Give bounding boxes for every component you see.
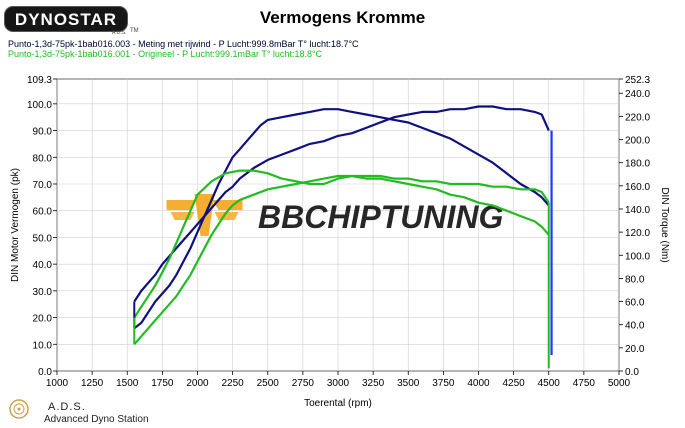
footer-title: A.D.S. [48,401,86,413]
logo-trademark: TM [130,28,139,34]
y-left-axis-label: DIN Motor Vermogen (pk) [10,168,21,282]
x-tick-label: 2000 [186,378,209,389]
y-left-tick-label: 60.0 [33,207,53,218]
x-tick-label: 2250 [222,378,245,389]
footer-subtitle: Advanced Dyno Station [44,414,149,425]
y-right-tick-label: 220.0 [625,112,650,123]
y-left-tick-label: 50.0 [33,233,53,244]
logo-text: DYNOSTAR [14,10,118,29]
y-right-tick-label: 0.0 [625,367,639,378]
y-right-tick-label: 40.0 [625,321,645,332]
run-label-tuned: Punto-1,3d-75pk-1bab016.003 - Meting met… [8,39,359,49]
x-tick-label: 5000 [608,378,631,389]
x-tick-label: 1750 [151,378,174,389]
y-right-tick-label: 120.0 [625,228,650,239]
x-axis-label: Toerental (rpm) [304,398,372,409]
y-right-tick-label: 140.0 [625,205,650,216]
y-right-axis-label: DIN Torque (Nm) [659,187,670,262]
y-right-tick-label: 160.0 [625,182,650,193]
y-left-tick-label: 0.0 [38,367,52,378]
x-tick-label: 4750 [573,378,596,389]
x-tick-label: 2500 [257,378,280,389]
series-line-tuned-0 [133,108,550,330]
x-tick-label: 3750 [432,378,455,389]
run-label-original: Punto-1,3d-75pk-1bab016.001 - Origineel … [8,49,323,59]
x-tick-label: 2750 [292,378,315,389]
y-right-tick-label: 240.0 [625,89,650,100]
y-right-tick-label: 180.0 [625,159,650,170]
y-left-tick-label: 90.0 [33,127,53,138]
chart-title: Vermogens Kromme [259,8,426,27]
watermark-text: BBCHIPTUNING [258,199,503,235]
x-tick-label: 4250 [503,378,526,389]
y-right-tick-label: 60.0 [625,298,645,309]
series-line-original-2 [133,174,550,346]
dynostar-logo: DYNOSTAR [4,6,128,32]
watermark-wing-left-lower-icon [170,212,195,220]
x-tick-label: 4000 [467,378,490,389]
x-tick-label: 3250 [362,378,385,389]
x-tick-label: 1000 [46,378,69,389]
y-left-tick-label: 80.0 [33,153,53,164]
ads-emblem-icon [9,399,29,419]
y-right-tick-label: 20.0 [625,344,645,355]
y-left-tick-label: 30.0 [33,287,53,298]
y-right-tick-label: 200.0 [625,136,650,147]
x-tick-label: 1500 [116,378,139,389]
y-right-tick-label: 80.0 [625,274,645,285]
watermark-wing-right-lower-icon [214,212,239,220]
x-tick-label: 4500 [538,378,561,389]
series-line-original-3 [133,169,550,319]
watermark-wing-left-icon [166,200,197,210]
y-left-tick-label: 20.0 [33,314,53,325]
y-right-tick-label: 252.3 [625,75,650,86]
y-left-tick-label: 10.0 [33,340,53,351]
y-left-tick-label: 109.3 [27,75,52,86]
x-tick-label: 3500 [397,378,420,389]
logo-subtext: A.D.S. [112,30,127,36]
x-tick-label: 3000 [327,378,350,389]
series-line-tuned-1 [133,105,550,303]
y-right-tick-label: 100.0 [625,251,650,262]
y-left-tick-label: 70.0 [33,180,53,191]
x-tick-label: 1250 [81,378,104,389]
y-left-tick-label: 40.0 [33,260,53,271]
y-left-tick-label: 100.0 [27,100,52,111]
